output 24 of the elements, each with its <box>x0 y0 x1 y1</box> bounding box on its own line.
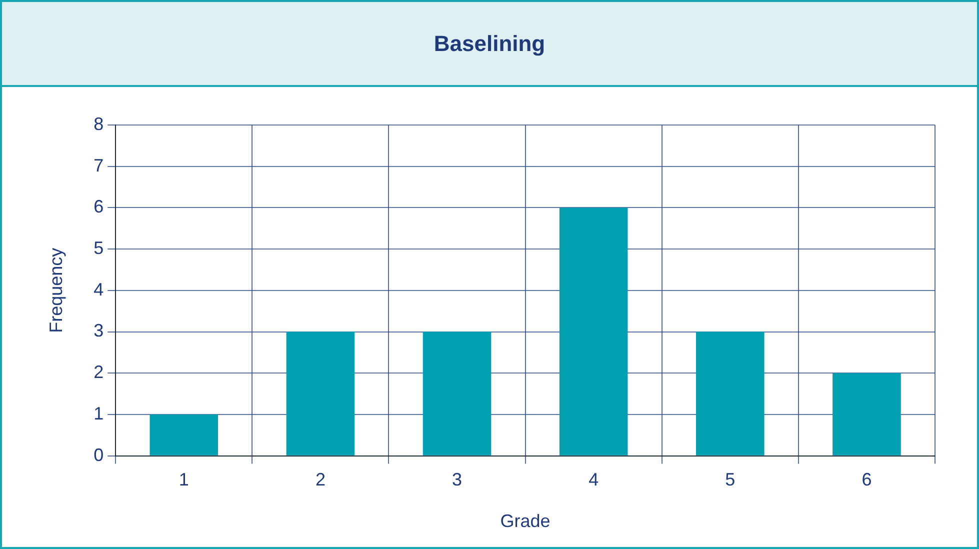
bar <box>286 332 355 456</box>
y-tick-label: 3 <box>94 320 104 341</box>
x-tick-label: 4 <box>588 470 599 490</box>
y-tick-label: 6 <box>94 196 104 217</box>
y-tick-label: 5 <box>94 238 104 258</box>
chart-title: Baselining <box>434 30 546 56</box>
bar <box>559 208 628 456</box>
y-tick-label: 2 <box>94 362 104 382</box>
bar <box>422 332 492 456</box>
y-tick-label: 0 <box>94 444 104 465</box>
x-tick-label: 2 <box>315 470 326 490</box>
y-tick-label: 1 <box>94 403 104 424</box>
y-tick-label: 7 <box>94 155 104 176</box>
x-tick-label: 6 <box>862 470 872 490</box>
y-axis-title: Frequency <box>46 248 66 333</box>
y-tick-label: 4 <box>94 279 104 300</box>
bar <box>832 373 901 456</box>
y-tick-label: 8 <box>94 114 104 134</box>
bar <box>696 332 764 456</box>
x-tick-label: 1 <box>178 470 189 490</box>
bar <box>150 414 218 456</box>
x-tick-label: 3 <box>452 470 462 490</box>
x-axis-title: Grade <box>500 511 550 532</box>
x-tick-label: 5 <box>725 470 736 490</box>
